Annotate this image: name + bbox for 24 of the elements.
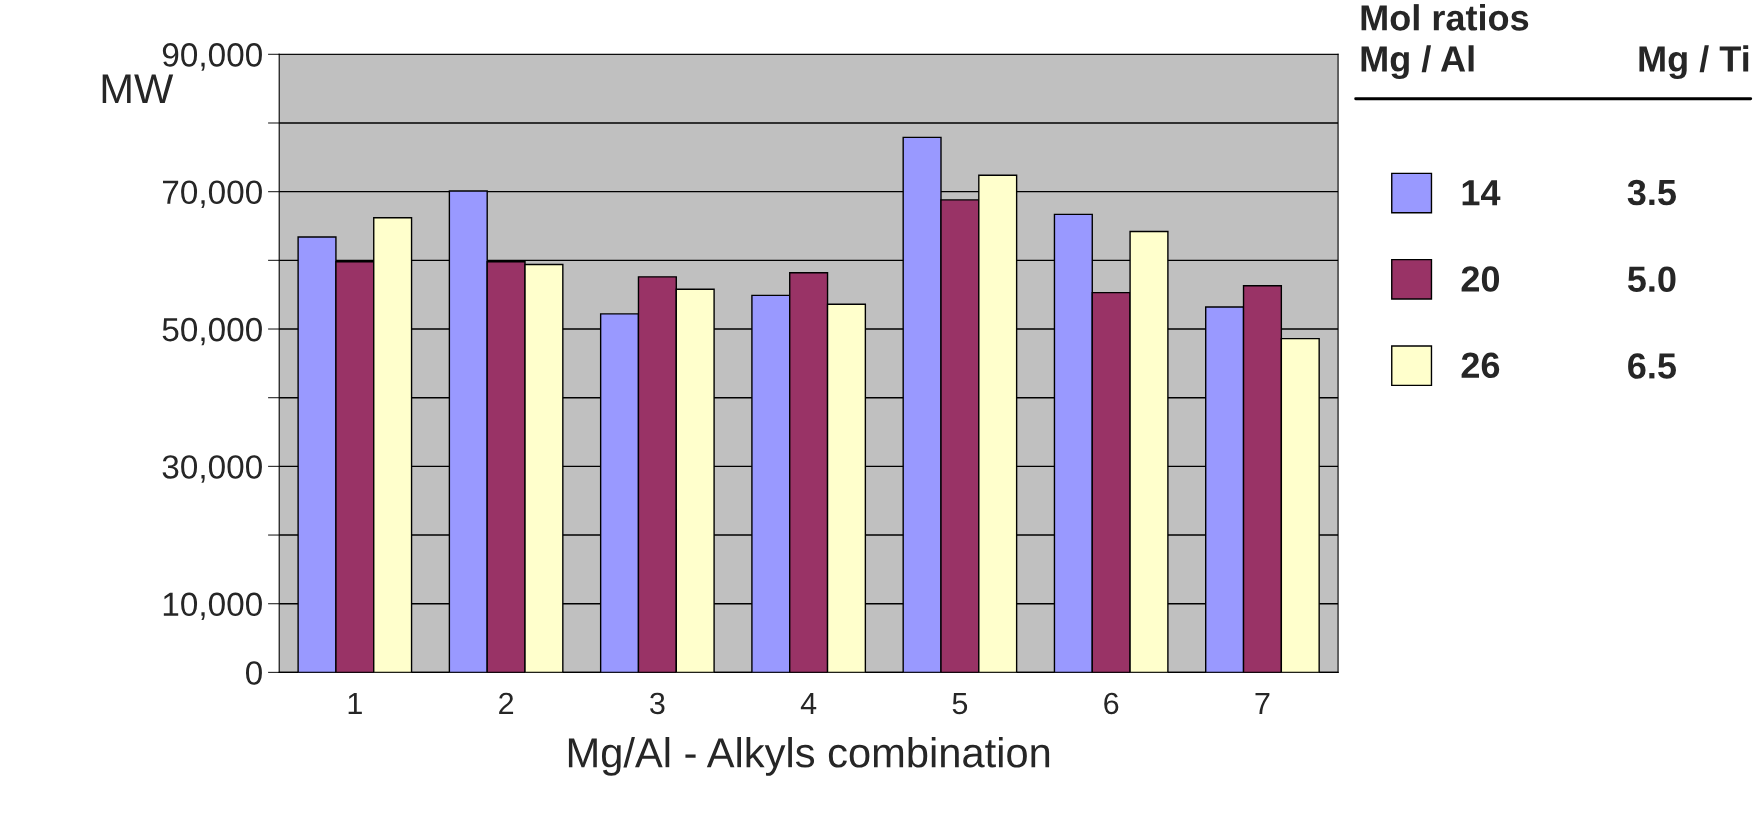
x-tick-label: 2: [499, 692, 514, 714]
y-tick-label: 30,000: [162, 455, 262, 483]
x-tick-label: 3: [650, 692, 665, 715]
x-tick-label: 5: [952, 692, 968, 715]
legend-title: Mol ratios: [1361, 4, 1529, 31]
text: 6.5: [1628, 353, 1676, 379]
text: Mg / Al: [1361, 45, 1474, 80]
y-tick-label: 70,000: [163, 180, 262, 209]
text: 3.5: [1627, 179, 1676, 206]
y-tick-label: 10,000: [163, 592, 262, 621]
text: 5.0: [1627, 266, 1676, 293]
y-tick-label: 0: [246, 661, 262, 685]
x-tick-label: 1: [348, 692, 362, 714]
x-axis-title: Mg/Al - Alkyls combination: [568, 736, 1050, 776]
x-tick-label: 6: [1104, 692, 1119, 715]
y-tick-label: 90,000: [162, 43, 262, 71]
y-axis-title: MW: [102, 74, 174, 104]
x-tick-label: 7: [1255, 692, 1270, 714]
legend-label: 14: [1462, 180, 1501, 206]
legend-label: 20: [1461, 266, 1500, 292]
x-tick-label: 4: [800, 692, 817, 714]
text: Mg / Ti: [1639, 45, 1749, 80]
y-tick-label: 50,000: [162, 317, 262, 346]
legend-label: 26: [1461, 352, 1500, 379]
